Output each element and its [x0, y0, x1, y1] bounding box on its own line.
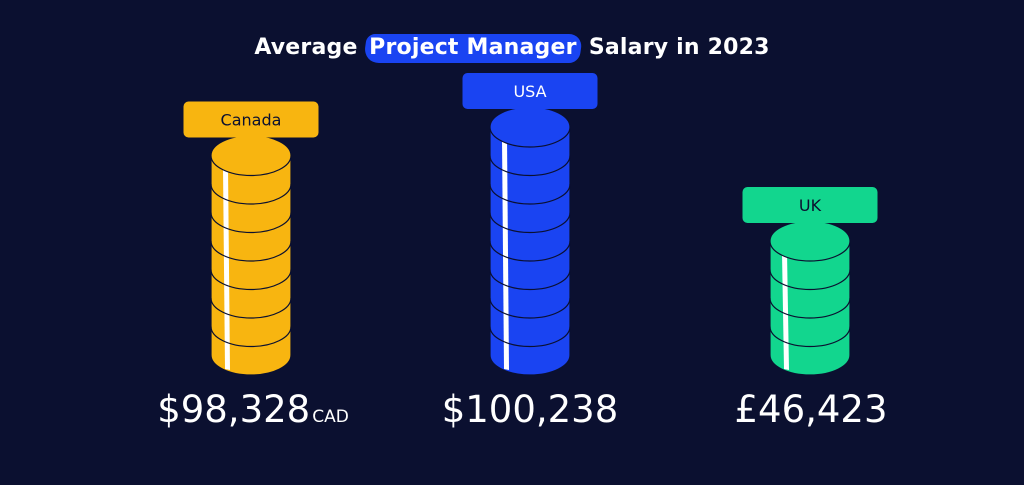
country-label-uk: UK [742, 187, 878, 223]
country-label-text-uk: UK [799, 196, 822, 215]
title-prefix: Average [254, 35, 358, 60]
value-usa: $100,238 [405, 388, 655, 431]
value-canada-unit: CAD [312, 407, 349, 427]
coin-edge-uk [769, 269, 851, 291]
country-label-box-usa [462, 73, 598, 109]
coin-edge-uk [769, 326, 851, 348]
coin-stack-body-usa [489, 126, 571, 376]
coin-edge-canada [210, 240, 292, 262]
country-label-box-canada [183, 101, 319, 138]
coin-edge-usa [489, 269, 571, 291]
country-label-text-canada: Canada [221, 111, 282, 130]
coin-top-canada [210, 134, 292, 177]
coin-top-usa [489, 106, 571, 148]
coin-stack-body-uk [769, 240, 851, 376]
value-canada-amount: $98,328 [157, 388, 311, 431]
title-suffix: Salary in 2023 [588, 35, 770, 60]
value-uk: £46,423 [686, 388, 936, 431]
coin-edge-canada [210, 269, 292, 291]
country-label-text-usa: USA [513, 82, 546, 101]
coin-edge-canada [210, 183, 292, 205]
chart-title: Average Project Manager Salary in 2023 [0, 34, 1024, 63]
coin-stack-uk: UK [742, 187, 878, 376]
coin-highlight-uk [782, 252, 789, 370]
coin-edge-usa [489, 297, 571, 319]
country-label-usa: USA [462, 73, 598, 109]
country-label-canada: Canada [183, 101, 319, 138]
country-label-box-uk [742, 187, 878, 223]
coin-edge-usa [489, 240, 571, 262]
value-usa-amount: $100,238 [441, 388, 619, 431]
value-canada: $98,328 CAD [128, 388, 378, 431]
coin-edge-canada [210, 326, 292, 348]
coin-top-uk [769, 220, 851, 262]
coin-edge-canada [210, 212, 292, 234]
coin-stack-canada: Canada [183, 101, 319, 376]
coin-edge-usa [489, 326, 571, 348]
value-uk-amount: £46,423 [734, 388, 888, 431]
coin-edge-canada [210, 297, 292, 319]
coin-stack-usa: USA [462, 73, 598, 376]
coin-highlight-usa [502, 138, 509, 370]
coin-edge-uk [769, 297, 851, 319]
coin-edge-usa [489, 183, 571, 205]
coin-stack-body-canada [210, 154, 292, 376]
coin-edge-usa [489, 212, 571, 234]
coin-edge-usa [489, 155, 571, 177]
coin-highlight-canada [223, 166, 230, 370]
